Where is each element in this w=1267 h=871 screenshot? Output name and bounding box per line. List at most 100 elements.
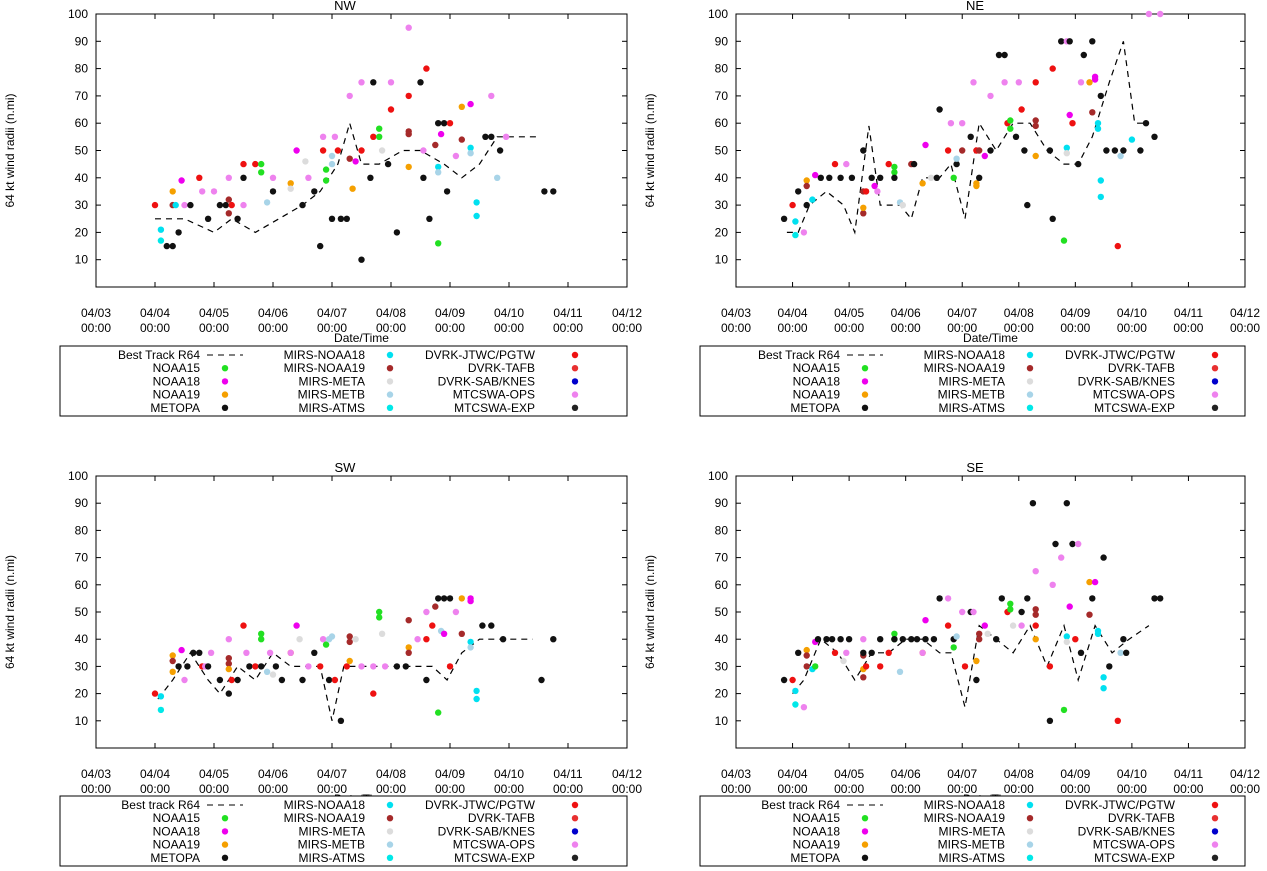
x-tick-label-date: 04/06 [891, 306, 921, 320]
data-point [1103, 147, 1110, 154]
x-tick-label-date: 04/06 [891, 767, 921, 781]
data-point [432, 141, 439, 149]
best-track-line [157, 638, 533, 721]
legend-label: MIRS-ATMS [939, 851, 1005, 865]
data-point [435, 120, 442, 127]
data-point [258, 663, 265, 670]
legend-label: MTCSWA-OPS [453, 388, 535, 402]
data-point [258, 636, 265, 643]
data-point [228, 676, 235, 684]
legend-label: METOPA [150, 851, 200, 865]
data-point [803, 652, 810, 659]
x-tick-label-time: 00:00 [1173, 782, 1203, 796]
data-point [184, 663, 191, 670]
data-point [1117, 649, 1124, 656]
y-tick-label: 50 [75, 605, 89, 619]
legend-label: MIRS-METB [938, 388, 1005, 402]
data-point [1089, 38, 1096, 45]
data-point [473, 212, 480, 220]
data-point [896, 668, 904, 675]
x-tick-label-time: 00:00 [317, 782, 347, 796]
legend-label: MTCSWA-EXP [1094, 851, 1175, 865]
data-point [1052, 540, 1059, 548]
data-point [891, 169, 898, 176]
legend-marker [1211, 351, 1219, 359]
y-tick-label: 50 [715, 605, 729, 619]
data-point [432, 603, 439, 610]
data-point [1024, 595, 1031, 602]
legend-marker [386, 801, 394, 809]
data-point [987, 92, 994, 100]
data-point [346, 657, 353, 665]
x-tick-label-date: 04/12 [612, 767, 642, 781]
data-point [1018, 106, 1025, 113]
data-point [199, 188, 206, 195]
data-point [278, 676, 286, 684]
data-point [792, 218, 799, 225]
data-point [922, 636, 929, 643]
data-point [550, 188, 557, 195]
panel-nw: NW10203040506070809010004/0300:0004/0400… [3, 0, 642, 417]
data-point [296, 636, 303, 643]
legend-marker [571, 351, 579, 359]
data-point [973, 657, 980, 665]
panel-sw: SW10203040506070809010004/0300:0004/0400… [3, 460, 642, 867]
data-point [157, 693, 165, 700]
data-point [803, 182, 810, 190]
y-tick-label: 100 [708, 469, 728, 483]
data-point [263, 199, 271, 206]
x-tick-label-date: 04/11 [553, 767, 582, 781]
best-track-line [786, 41, 1149, 235]
data-point [210, 188, 218, 195]
data-point [435, 595, 442, 602]
data-point [452, 608, 460, 616]
data-point [860, 636, 867, 643]
data-point [287, 649, 294, 656]
legend-label: DVRK-SAB/KNES [1078, 824, 1175, 838]
x-tick-label-time: 00:00 [553, 321, 583, 335]
data-point [352, 158, 359, 165]
y-tick-label: 40 [75, 632, 89, 646]
data-point [479, 622, 486, 629]
y-tick-label: 60 [75, 578, 89, 592]
data-point [877, 663, 884, 670]
data-point [1060, 706, 1068, 714]
data-point [393, 229, 401, 236]
legend-label: DVRK-TAFB [468, 811, 535, 825]
data-point [950, 644, 957, 651]
y-tick-label: 50 [75, 144, 89, 158]
data-point [181, 201, 188, 209]
data-point [1066, 38, 1073, 45]
data-point [1063, 633, 1071, 640]
data-point [446, 663, 454, 670]
legend-marker [571, 378, 579, 385]
data-point [225, 660, 232, 667]
data-point [845, 636, 853, 643]
data-point [378, 630, 386, 637]
data-point [258, 169, 265, 176]
data-point [1024, 201, 1031, 209]
legend-marker [386, 815, 394, 822]
data-point [426, 215, 433, 222]
x-tick-label-date: 04/10 [494, 306, 524, 320]
data-point [1151, 133, 1158, 140]
data-point [311, 188, 318, 195]
data-point [393, 663, 401, 670]
legend-label: MIRS-METB [298, 388, 365, 402]
legend-label: DVRK-SAB/KNES [438, 374, 535, 388]
x-tick-label-time: 00:00 [494, 321, 524, 335]
data-point [868, 649, 875, 656]
data-point [420, 174, 427, 181]
data-point [204, 663, 212, 670]
data-point [163, 242, 170, 250]
data-point [973, 182, 980, 190]
x-tick-label-date: 04/03 [81, 767, 111, 781]
legend-marker [386, 391, 394, 398]
legend-marker [571, 404, 579, 411]
y-tick-label: 10 [715, 714, 729, 728]
data-point [1009, 622, 1017, 629]
data-point [933, 174, 940, 181]
data-point [970, 608, 977, 616]
x-tick-label-time: 00:00 [1230, 321, 1260, 335]
y-tick-label: 100 [708, 7, 728, 21]
